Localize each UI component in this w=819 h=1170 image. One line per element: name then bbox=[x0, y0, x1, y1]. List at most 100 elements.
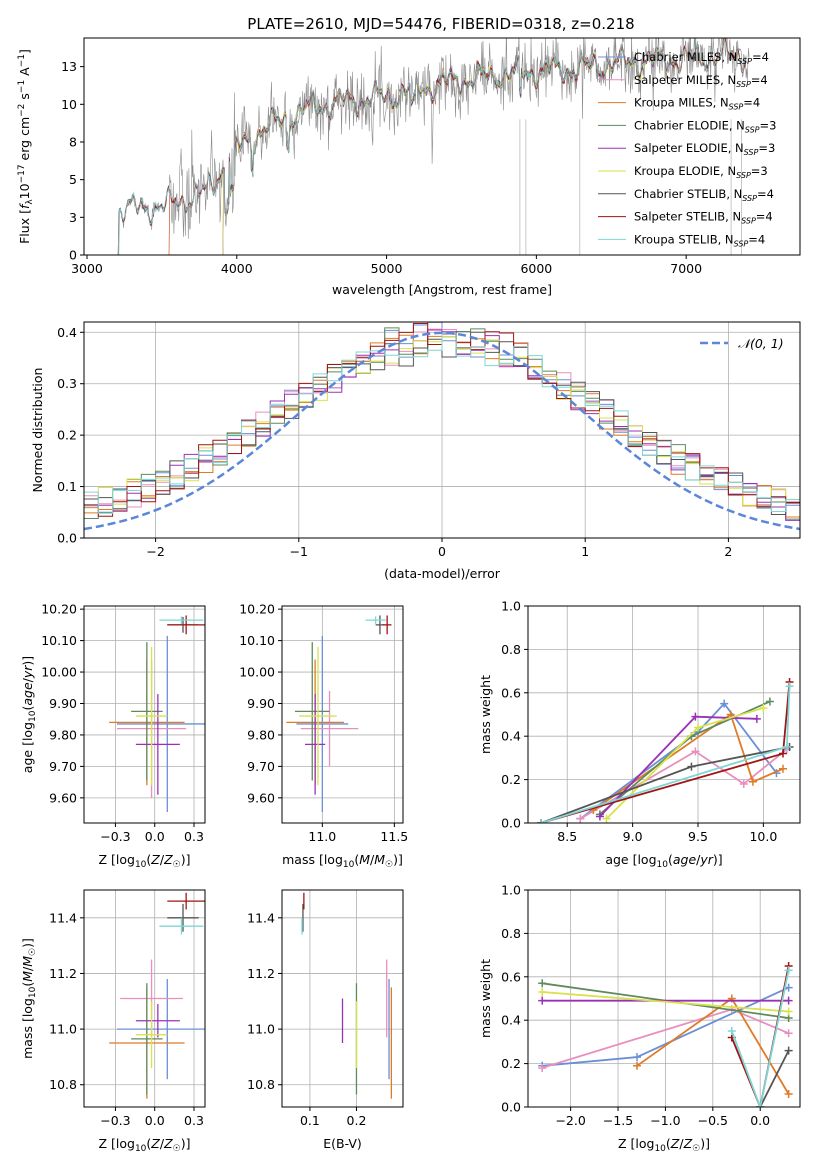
weight-point-marker bbox=[538, 996, 547, 1005]
y-axis-label: Flux [fλ10−17 erg cm−2 s−1 A−1] bbox=[17, 49, 35, 244]
x-axis-label: Z [log10(Z/Z☉)] bbox=[618, 1136, 710, 1154]
legend-entry: Chabrier STELIB, NSSP=4 bbox=[634, 187, 774, 203]
tick-label-y: 0.2 bbox=[501, 1056, 521, 1071]
tick-label-x: 1 bbox=[581, 544, 589, 559]
weight-point-marker bbox=[632, 1053, 641, 1062]
tick-label-x: 11.5 bbox=[380, 829, 408, 844]
panel-weight_vs_Z: −2.0 −1.5 −1.0 −0.5 0.0 0.0 0.2 0.4 0.6 0.8 1.0 Z [… bbox=[478, 883, 801, 1154]
tick-label-x: 4000 bbox=[221, 261, 253, 276]
weight-point-marker bbox=[784, 1046, 793, 1055]
tick-label-x: −0.5 bbox=[698, 1113, 728, 1128]
legend-entry: Chabrier ELODIE, NSSP=3 bbox=[634, 118, 776, 134]
weight-point-marker bbox=[687, 762, 696, 771]
weight-point-marker bbox=[779, 749, 787, 758]
tick-label-x: 3000 bbox=[71, 261, 103, 276]
tick-label-x: 2 bbox=[724, 544, 732, 559]
plot-area bbox=[537, 677, 794, 823]
plot-area bbox=[109, 892, 205, 1099]
tick-label-y: 0.4 bbox=[501, 1013, 521, 1028]
tick-label-y: 10.10 bbox=[41, 633, 77, 648]
tick-label-y: 0.1 bbox=[57, 479, 77, 494]
weight-point-marker bbox=[691, 712, 700, 721]
tick-label-x: 0.1 bbox=[300, 1113, 320, 1128]
tick-label-x: 0.0 bbox=[145, 829, 165, 844]
tick-label-x: −0.3 bbox=[100, 1113, 130, 1128]
gaussian-curve bbox=[84, 331, 800, 531]
tick-label-x: 6000 bbox=[520, 261, 552, 276]
errorbar-point bbox=[167, 892, 205, 910]
tick-label-x: −1 bbox=[290, 544, 308, 559]
errorbar-point bbox=[135, 694, 180, 795]
tick-label-x: 9.0 bbox=[623, 829, 643, 844]
weight-point-marker bbox=[784, 1089, 793, 1098]
errorbar-point bbox=[365, 616, 386, 624]
tick-label-y: 0.6 bbox=[501, 685, 521, 700]
y-axis-label: age [log10(age/yr)] bbox=[20, 656, 38, 773]
tick-label-x: 11.0 bbox=[308, 829, 336, 844]
tick-label-x: 0.2 bbox=[347, 1113, 367, 1128]
axes-frame bbox=[83, 605, 206, 824]
errorbar-point bbox=[296, 635, 349, 812]
weight-point-marker bbox=[784, 996, 793, 1005]
x-axis-label: wavelength [Angstrom, rest frame] bbox=[332, 282, 552, 297]
x-axis-label: Z [log10(Z/Z☉)] bbox=[98, 852, 190, 870]
legend-entry: Salpeter MILES, NSSP=4 bbox=[634, 73, 768, 89]
plot-area bbox=[286, 615, 392, 812]
weight-point-marker bbox=[632, 1061, 641, 1070]
tick-label-x: −1.5 bbox=[603, 1113, 633, 1128]
tick-label-y: 0.0 bbox=[501, 816, 521, 831]
weight-point-marker bbox=[784, 1029, 793, 1038]
weight-point-marker bbox=[727, 1027, 736, 1036]
weight-point-marker bbox=[538, 1063, 547, 1072]
panel-mass_vs_ebv: 0.1 0.2 10.8 11.0 11.2 11.4 E(B-V) bbox=[247, 889, 404, 1151]
x-axis-label: Z [log10(Z/Z☉)] bbox=[98, 1136, 190, 1154]
errorbar-point bbox=[375, 615, 385, 635]
tick-label-y: 0.4 bbox=[57, 325, 77, 340]
plot-area bbox=[117, 38, 750, 255]
tick-label-y: 9.80 bbox=[247, 727, 275, 742]
weight-point-marker bbox=[720, 699, 729, 708]
tick-label-x: 0.3 bbox=[184, 829, 204, 844]
legend-entry: 𝒩(0, 1) bbox=[738, 336, 784, 351]
tick-label-x: 0.3 bbox=[184, 1113, 204, 1128]
legend-entry: Kroupa MILES, NSSP=4 bbox=[634, 96, 760, 112]
panel-age_vs_mass: 11.0 11.5 9.60 9.70 9.80 9.90 10.00 10.10 10.20 m… bbox=[239, 602, 408, 870]
weight-point-marker bbox=[694, 723, 702, 732]
legend-entry: Salpeter ELODIE, NSSP=3 bbox=[634, 141, 775, 157]
errorbar-point bbox=[159, 616, 204, 624]
tick-label-x: −0.3 bbox=[100, 829, 130, 844]
x-axis-label: mass [log10(M/M☉)] bbox=[282, 852, 403, 870]
tick-label-y: 11.4 bbox=[49, 910, 77, 925]
errorbar-point bbox=[299, 646, 337, 786]
weight-point-marker bbox=[538, 987, 547, 996]
errorbar-point bbox=[135, 1001, 168, 1069]
weight-line bbox=[759, 1050, 790, 1107]
tick-label-y: 0.0 bbox=[501, 1100, 521, 1115]
tick-label-y: 0 bbox=[69, 248, 77, 263]
panel-mass_vs_Z: −0.3 0.0 0.3 10.8 11.0 11.2 11.4 Z [log10(Z/Z☉)… bbox=[20, 889, 206, 1154]
errorbar-point bbox=[131, 983, 163, 1095]
tick-label-y: 10.20 bbox=[41, 602, 77, 617]
errorbar-point bbox=[117, 635, 205, 812]
tick-label-y: 0.2 bbox=[57, 428, 77, 443]
weight-point-marker bbox=[785, 682, 794, 691]
tick-label-y: 8 bbox=[69, 134, 77, 149]
y-axis-label: mass weight bbox=[478, 959, 493, 1038]
weight-point-marker bbox=[538, 979, 547, 988]
weight-point-marker bbox=[784, 966, 793, 975]
errorbar-point bbox=[167, 903, 199, 932]
weight-point-marker bbox=[576, 814, 585, 823]
tick-label-x: 9.5 bbox=[688, 829, 708, 844]
panel-spectrum: 3000 4000 5000 6000 7000 0 3 5 8 10 13 wavelength [… bbox=[17, 37, 801, 297]
tick-label-x: 5000 bbox=[371, 261, 403, 276]
axes-frame bbox=[83, 889, 206, 1108]
weight-point-marker bbox=[765, 697, 774, 706]
tick-label-y: 9.70 bbox=[247, 759, 275, 774]
weight-point-marker bbox=[759, 703, 768, 712]
weight-point-marker bbox=[739, 779, 748, 788]
weight-point-marker bbox=[595, 812, 604, 821]
tick-label-y: 10 bbox=[61, 97, 77, 112]
tick-label-y: 10.8 bbox=[49, 1077, 77, 1092]
panel-age_vs_Z: −0.3 0.0 0.3 9.60 9.70 9.80 9.90 10.00 10.10 10.2… bbox=[20, 602, 206, 870]
